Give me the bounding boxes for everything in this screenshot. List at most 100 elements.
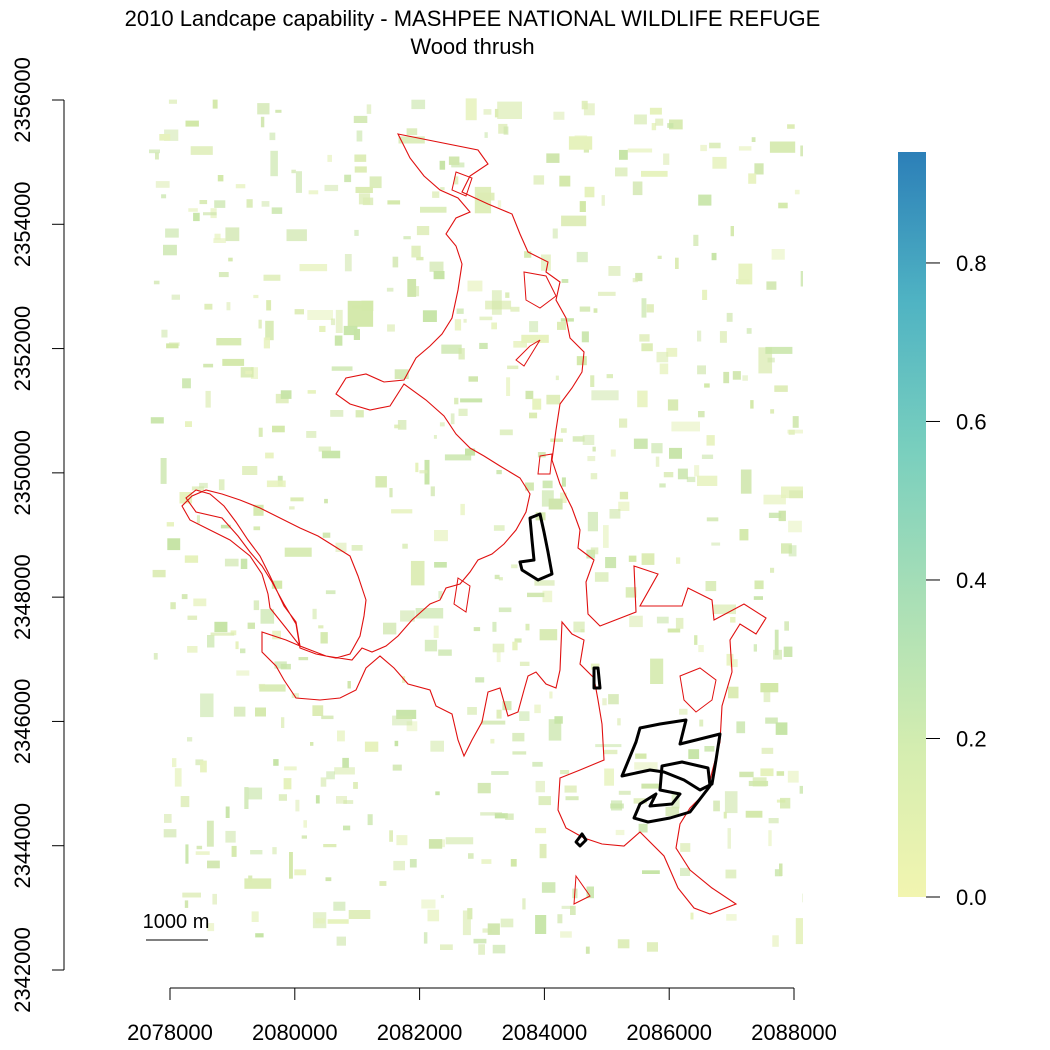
x-tick-label: 2082000 — [377, 1020, 463, 1045]
habitat-cell — [521, 334, 549, 343]
habitat-cell — [258, 427, 263, 437]
habitat-cell — [500, 918, 514, 928]
habitat-cell — [603, 525, 609, 548]
habitat-cell — [514, 638, 522, 643]
habitat-cell — [494, 574, 500, 580]
habitat-cell — [170, 602, 176, 610]
habitat-cell — [253, 504, 264, 516]
habitat-cell — [535, 827, 547, 834]
habitat-cell — [307, 390, 316, 394]
habitat-cell — [606, 374, 613, 379]
habitat-cell — [206, 820, 214, 847]
habitat-cell — [210, 632, 235, 636]
habitat-cell — [739, 771, 754, 778]
parcel-east — [620, 718, 722, 792]
habitat-cell — [617, 939, 630, 949]
habitat-cell — [435, 791, 440, 796]
habitat-cell — [542, 590, 553, 603]
habitat-cell — [770, 409, 775, 414]
habitat-cell — [548, 719, 562, 741]
habitat-cell — [266, 480, 286, 488]
habitat-cell — [711, 252, 717, 261]
habitat-cell — [343, 800, 354, 804]
habitat-cell — [161, 194, 167, 199]
habitat-cell — [554, 716, 563, 724]
habitat-cell — [257, 103, 270, 115]
habitat-cell — [727, 828, 731, 849]
habitat-cell — [608, 266, 621, 276]
habitat-cell — [155, 152, 159, 160]
legend-tick-label: 0.8 — [956, 251, 987, 276]
habitat-cell — [396, 709, 417, 719]
habitat-cell — [519, 711, 530, 721]
habitat-cell — [766, 281, 777, 290]
habitat-cell — [656, 616, 669, 624]
habitat-cell — [335, 309, 343, 333]
habitat-cell — [646, 304, 654, 313]
habitat-cell — [491, 771, 509, 775]
habitat-cell — [172, 758, 177, 768]
habitat-cell — [387, 200, 401, 205]
x-tick-label: 2078000 — [127, 1020, 213, 1045]
habitat-cell — [250, 367, 258, 379]
habitat-cell — [167, 538, 181, 551]
habitat-cell — [185, 120, 199, 127]
habitat-cell — [161, 329, 168, 338]
habitat-cell — [651, 123, 657, 131]
habitat-cell — [667, 399, 679, 411]
habitat-cell — [199, 200, 208, 205]
habitat-cell — [742, 375, 748, 381]
habitat-cell — [498, 123, 508, 134]
habitat-cell — [752, 777, 767, 787]
habitat-cell — [333, 901, 346, 911]
habitat-cell — [318, 625, 324, 629]
habitat-cell — [163, 244, 177, 256]
habitat-cell — [432, 191, 440, 198]
habitat-cell — [726, 312, 733, 322]
parcel-strip — [592, 666, 602, 690]
habitat-cell — [164, 129, 179, 141]
habitat-cell — [706, 435, 715, 446]
habitat-cell — [533, 175, 545, 185]
habitat-cell — [768, 512, 782, 518]
habitat-cell — [632, 278, 638, 283]
habitat-cell — [771, 249, 785, 260]
habitat-cell — [676, 557, 681, 564]
y-tick-label: 2344000 — [10, 803, 35, 889]
habitat-cell — [280, 663, 291, 670]
habitat-cell — [337, 730, 345, 742]
habitat-cell — [579, 306, 591, 312]
habitat-cell — [171, 294, 180, 300]
habitat-cell — [726, 914, 737, 921]
habitat-cell — [272, 425, 285, 433]
habitat-cell — [324, 184, 339, 192]
habitat-cell — [512, 732, 525, 742]
habitat-cell — [669, 447, 682, 459]
habitat-cell — [513, 341, 527, 348]
habitat-cell — [318, 446, 331, 452]
habitat-cell — [688, 749, 700, 759]
habitat-cell — [226, 302, 231, 311]
habitat-cell — [364, 741, 379, 752]
habitat-cell — [387, 324, 395, 332]
habitat-cell — [610, 449, 616, 457]
habitat-cell — [253, 294, 259, 299]
habitat-cell — [675, 257, 679, 269]
habitat-cell — [479, 316, 493, 321]
habitat-cell — [638, 823, 648, 833]
habitat-cell — [421, 899, 436, 909]
legend-tick-label: 0.2 — [956, 726, 987, 751]
habitat-cell — [218, 479, 225, 491]
habitat-cell — [233, 706, 246, 717]
habitat-cell — [538, 796, 551, 806]
habitat-cell — [659, 483, 666, 488]
habitat-cell — [499, 429, 513, 436]
habitat-cell — [583, 103, 595, 116]
habitat-cell — [776, 771, 785, 776]
habitat-cell — [476, 192, 495, 201]
habitat-cell — [188, 208, 198, 212]
habitat-cell — [445, 837, 474, 845]
habitat-cell — [646, 942, 658, 952]
x-tick-label: 2080000 — [252, 1020, 338, 1045]
habitat-cell — [561, 279, 569, 283]
